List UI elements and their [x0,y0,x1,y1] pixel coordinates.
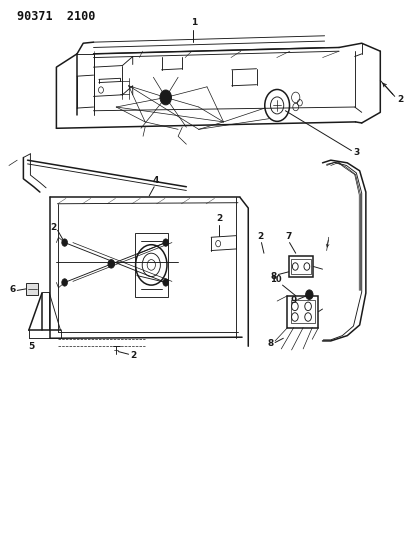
Text: 8: 8 [267,339,273,348]
Circle shape [162,279,168,286]
Text: 10: 10 [269,275,280,284]
Text: 1: 1 [191,18,197,27]
Circle shape [305,290,312,300]
Circle shape [159,90,171,105]
Circle shape [62,239,67,246]
Text: 3: 3 [353,148,359,157]
Text: 2: 2 [396,94,403,103]
Bar [26,283,38,295]
Text: 2: 2 [50,223,56,232]
Text: 8: 8 [270,272,276,280]
Text: 5: 5 [28,342,35,351]
Bar [290,300,314,324]
Bar [288,256,313,277]
Bar [287,296,318,328]
Circle shape [108,260,114,268]
Text: 2: 2 [257,232,263,241]
Text: 6: 6 [9,285,16,294]
Bar [290,259,310,274]
Circle shape [62,279,67,286]
Text: 2: 2 [216,214,222,223]
Bar [135,233,167,297]
Text: 7: 7 [285,232,291,241]
Text: 90371  2100: 90371 2100 [17,10,95,23]
Text: 4: 4 [152,176,158,184]
Text: 9: 9 [290,296,296,305]
Text: 2: 2 [131,351,137,360]
Circle shape [162,239,168,246]
